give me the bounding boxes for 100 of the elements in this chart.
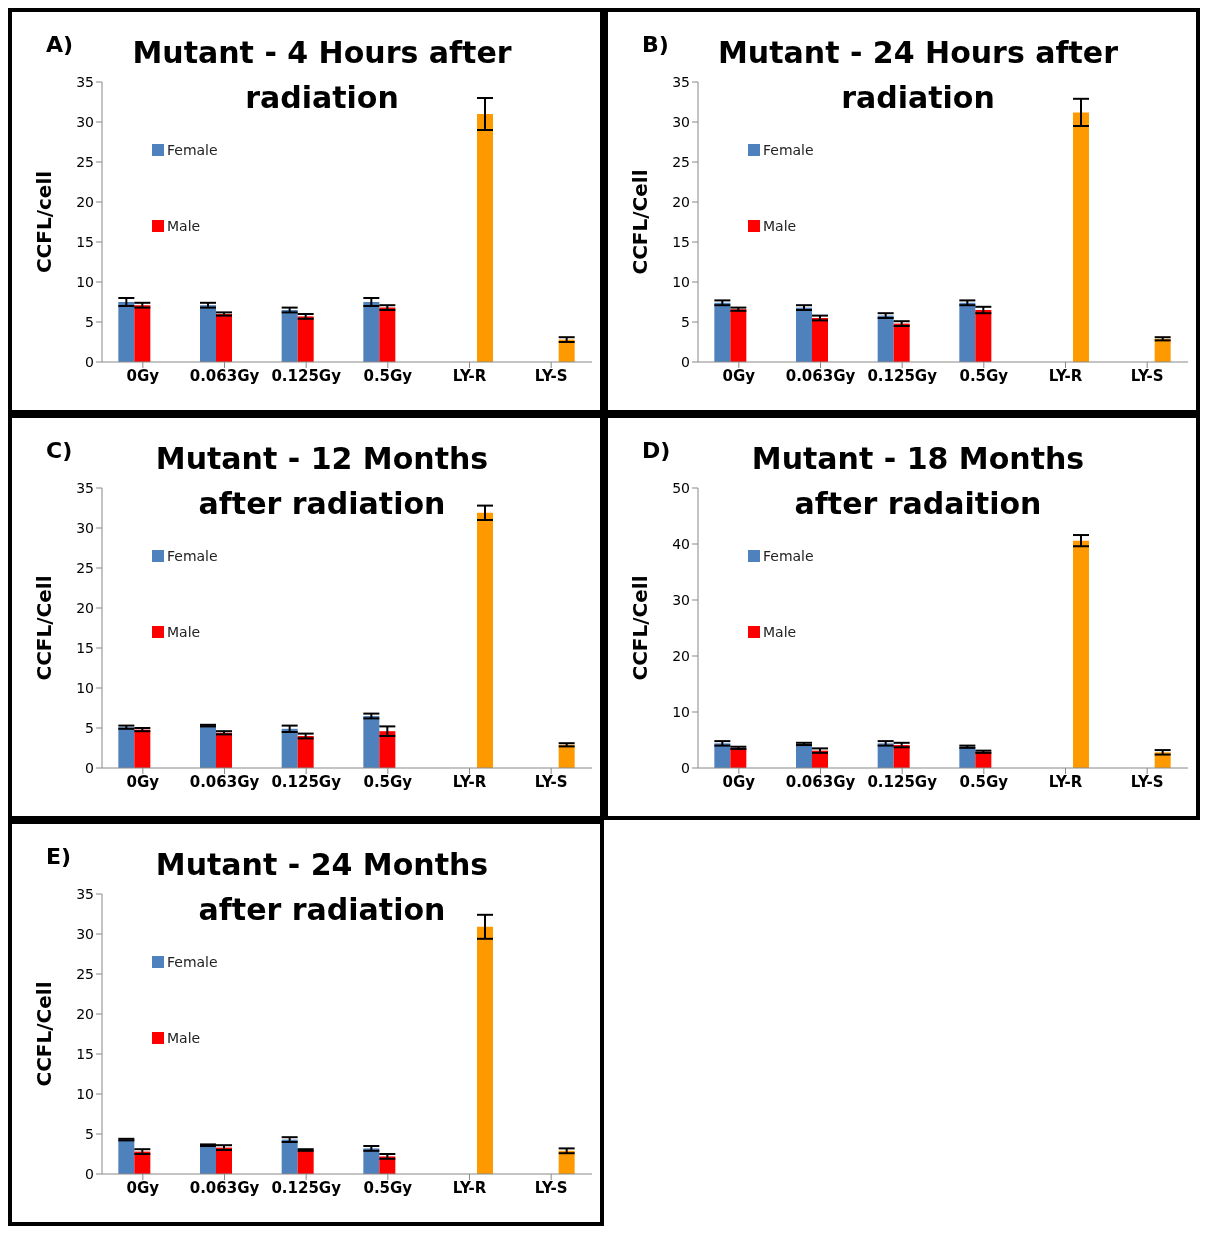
x-tick-label: 0Gy xyxy=(722,366,756,385)
bar xyxy=(379,731,396,768)
x-tick-label: 0.125Gy xyxy=(867,366,938,385)
x-tick-label: 0.125Gy xyxy=(271,772,342,791)
x-tick-label: 0.5Gy xyxy=(959,366,1009,385)
x-tick-label: LY-S xyxy=(534,366,568,385)
x-tick-label: 0.125Gy xyxy=(271,1178,342,1197)
y-tick-label: 5 xyxy=(85,719,94,736)
y-tick-label: 10 xyxy=(672,703,690,720)
chart-title: Mutant - 4 Hours after radiation xyxy=(131,34,513,117)
y-tick-label: 30 xyxy=(672,113,690,130)
bar xyxy=(200,725,216,768)
legend-label: Male xyxy=(763,218,797,234)
y-tick-label: 25 xyxy=(672,153,690,170)
bar xyxy=(281,1139,298,1174)
y-tick-label: 20 xyxy=(672,647,690,664)
y-tick-label: 20 xyxy=(76,599,94,616)
y-tick-label: 30 xyxy=(672,591,690,608)
bar xyxy=(216,732,232,768)
y-tick-label: 0 xyxy=(85,353,94,370)
bar xyxy=(477,114,493,362)
x-tick-label: LY-R xyxy=(1048,366,1083,385)
x-tick-label: 0Gy xyxy=(722,772,756,791)
x-tick-label: 0.5Gy xyxy=(959,772,1009,791)
bar xyxy=(297,736,314,768)
text: E) xyxy=(46,844,72,869)
chart-title: Mutant - 18 Months after radaition xyxy=(750,440,1086,523)
y-tick-label: 5 xyxy=(85,313,94,330)
y-tick-label: 15 xyxy=(76,233,94,250)
x-tick-label: LY-R xyxy=(452,366,487,385)
y-tick-label: 0 xyxy=(681,759,690,776)
bar xyxy=(877,315,894,362)
bar xyxy=(730,309,747,362)
y-tick-label: 25 xyxy=(76,965,94,982)
x-tick-label: 0.125Gy xyxy=(867,772,938,791)
y-tick-label: 35 xyxy=(76,885,94,902)
text: B) xyxy=(642,32,669,57)
legend-label: Female xyxy=(763,548,814,564)
x-tick-label: 0Gy xyxy=(126,1178,160,1197)
y-tick-label: 10 xyxy=(76,273,94,290)
y-tick-label: 5 xyxy=(681,313,690,330)
bar xyxy=(200,305,216,362)
y-tick-label: 20 xyxy=(76,193,94,210)
bar xyxy=(796,307,812,362)
bar xyxy=(297,316,314,362)
legend-label: Male xyxy=(167,1030,201,1046)
bar xyxy=(379,307,396,362)
x-tick-label: 0.063Gy xyxy=(189,772,260,791)
legend-label: Male xyxy=(167,218,201,234)
y-axis-title: CCFL/Cell xyxy=(32,981,57,1087)
chart-title: Mutant - 24 Months after radiation xyxy=(154,846,490,929)
y-tick-label: 50 xyxy=(672,479,690,496)
y-axis-title: CCFL/Cell xyxy=(628,169,653,275)
y-tick-label: 30 xyxy=(76,113,94,130)
chart-title: Mutant - 12 Months after radiation xyxy=(154,440,490,523)
y-tick-label: 35 xyxy=(76,73,94,90)
y-axis-title: CCFL/Cell xyxy=(628,575,653,681)
y-tick-label: 0 xyxy=(85,1165,94,1182)
bar xyxy=(1073,112,1089,362)
y-tick-label: 15 xyxy=(76,1045,94,1062)
bar xyxy=(134,305,151,362)
legend-label: Female xyxy=(167,548,218,564)
x-tick-label: 0.063Gy xyxy=(189,1178,260,1197)
text: D) xyxy=(642,438,671,463)
y-tick-label: 5 xyxy=(85,1125,94,1142)
y-tick-label: 15 xyxy=(76,639,94,656)
y-tick-label: 10 xyxy=(76,679,94,696)
x-tick-label: 0Gy xyxy=(126,366,160,385)
bar xyxy=(959,302,976,362)
y-tick-label: 30 xyxy=(76,519,94,536)
bar xyxy=(714,302,731,362)
bar xyxy=(893,323,910,362)
x-tick-label: 0.5Gy xyxy=(363,772,413,791)
x-tick-label: 0Gy xyxy=(126,772,160,791)
text: A) xyxy=(46,32,74,57)
x-tick-label: LY-R xyxy=(452,772,487,791)
bar xyxy=(281,310,298,362)
x-tick-label: LY-S xyxy=(534,1178,568,1197)
y-tick-label: 35 xyxy=(76,479,94,496)
bar xyxy=(216,314,232,362)
x-tick-label: LY-R xyxy=(452,1178,487,1197)
x-tick-label: LY-S xyxy=(1130,366,1164,385)
bar xyxy=(118,1139,135,1174)
y-axis-title: CCFL/Cell xyxy=(32,575,57,681)
legend-label: Female xyxy=(167,954,218,970)
bar xyxy=(975,310,992,362)
y-tick-label: 0 xyxy=(85,759,94,776)
x-tick-label: 0.063Gy xyxy=(785,772,856,791)
x-tick-label: LY-S xyxy=(1130,772,1164,791)
bar xyxy=(281,728,298,768)
bar xyxy=(363,716,380,768)
bar xyxy=(477,512,493,768)
legend-label: Male xyxy=(763,624,797,640)
y-tick-label: 10 xyxy=(672,273,690,290)
bar xyxy=(363,302,380,362)
bar xyxy=(134,729,151,768)
x-tick-label: 0.063Gy xyxy=(785,366,856,385)
x-tick-label: 0.125Gy xyxy=(271,366,342,385)
chart-title: Mutant - 24 Hours after radiation xyxy=(718,34,1118,117)
legend-label: Male xyxy=(167,624,201,640)
